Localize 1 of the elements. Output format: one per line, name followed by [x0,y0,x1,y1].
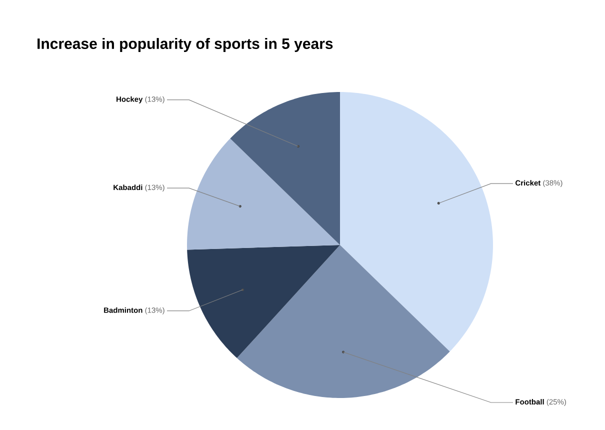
chart-title: Increase in popularity of sports in 5 years [38,38,333,52]
